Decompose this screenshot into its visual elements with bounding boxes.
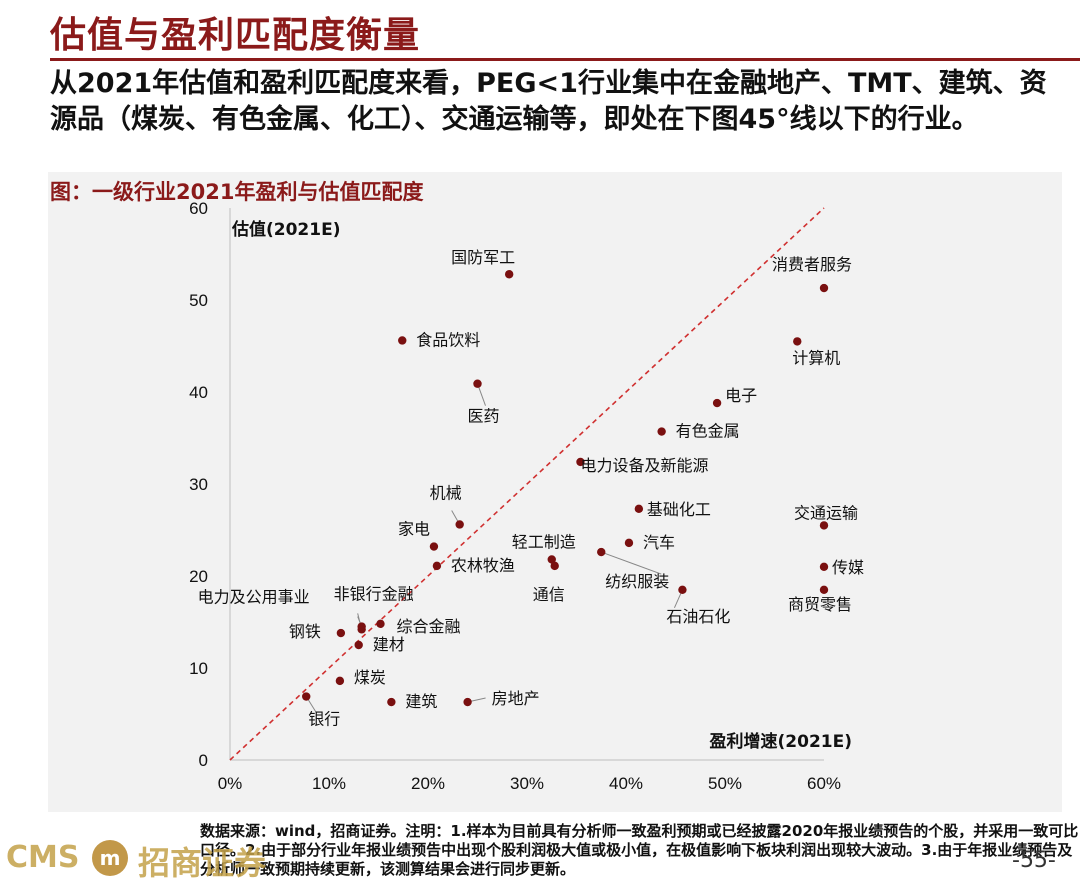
point-label: 国防军工 (451, 248, 515, 267)
data-point (430, 542, 438, 550)
y-tick-label: 30 (189, 475, 208, 494)
logo-cn-text: 招商证券 (138, 838, 266, 884)
y-tick-label: 50 (189, 291, 208, 310)
x-tick-label: 0% (218, 774, 243, 793)
point-label: 电力设备及新能源 (580, 456, 708, 475)
point-label: 电力及公用事业 (198, 588, 310, 607)
data-point (473, 380, 481, 388)
data-point (657, 427, 665, 435)
data-point (678, 586, 686, 594)
point-label: 建材 (373, 635, 405, 654)
data-point (713, 399, 721, 407)
point-label: 轻工制造 (512, 532, 576, 551)
data-point (820, 563, 828, 571)
footnote: 数据来源：wind，招商证券。注明：1.样本为目前具有分析师一致盈利预期或已经披… (200, 822, 1080, 879)
point-label: 石油石化 (666, 607, 730, 626)
point-label: 传媒 (832, 558, 864, 577)
reference-line-45deg (230, 208, 824, 760)
data-point (387, 698, 395, 706)
point-label: 非银行金融 (334, 584, 414, 603)
point-label: 食品饮料 (416, 330, 480, 349)
y-tick-label: 0 (199, 751, 208, 770)
point-label: 综合金融 (396, 617, 460, 636)
data-point (302, 692, 310, 700)
logo-icon: m (92, 840, 128, 876)
data-point (357, 622, 365, 630)
data-point (505, 270, 513, 278)
point-label: 煤炭 (354, 668, 386, 687)
data-point (635, 505, 643, 513)
data-point (820, 521, 828, 529)
data-point (820, 586, 828, 594)
point-label: 商贸零售 (788, 595, 852, 614)
point-label: 计算机 (792, 348, 840, 367)
point-label: 基础化工 (647, 500, 711, 519)
point-label: 有色金属 (676, 422, 740, 441)
y-axis-title: 估值(2021E) (231, 219, 340, 240)
data-point (625, 539, 633, 547)
point-label: 电子 (725, 386, 757, 405)
point-label: 机械 (430, 483, 462, 502)
x-axis-title: 盈利增速(2021E) (709, 731, 852, 752)
point-label: 汽车 (643, 533, 675, 552)
x-tick-label: 50% (708, 774, 742, 793)
x-tick-label: 60% (807, 774, 841, 793)
point-label: 建筑 (405, 692, 437, 711)
data-point (551, 562, 559, 570)
data-point (355, 641, 363, 649)
data-point (793, 337, 801, 345)
data-point (820, 284, 828, 292)
point-label: 交通运输 (794, 503, 858, 522)
data-point (337, 629, 345, 637)
data-point (398, 336, 406, 344)
leader-line (601, 552, 661, 574)
point-label: 农林牧渔 (451, 556, 515, 575)
y-tick-label: 40 (189, 383, 208, 402)
point-label: 家电 (398, 520, 430, 539)
point-label: 通信 (533, 585, 565, 604)
page-number: -55- (1012, 848, 1056, 873)
data-point (376, 620, 384, 628)
x-tick-label: 40% (609, 774, 643, 793)
y-tick-label: 20 (189, 567, 208, 586)
data-point (597, 548, 605, 556)
point-label: 房地产 (492, 689, 540, 708)
data-point (336, 677, 344, 685)
y-tick-label: 60 (189, 199, 208, 218)
logo-text: CMS (6, 840, 79, 875)
point-label: 医药 (468, 407, 500, 426)
y-tick-label: 10 (189, 659, 208, 678)
data-point (463, 698, 471, 706)
data-point (455, 520, 463, 528)
point-label: 纺织服装 (605, 572, 669, 591)
point-label: 消费者服务 (772, 255, 852, 274)
x-tick-label: 20% (411, 774, 445, 793)
x-tick-label: 30% (510, 774, 544, 793)
x-tick-label: 10% (312, 774, 346, 793)
point-label: 银行 (308, 710, 340, 729)
point-label: 钢铁 (289, 622, 321, 641)
data-point (433, 562, 441, 570)
